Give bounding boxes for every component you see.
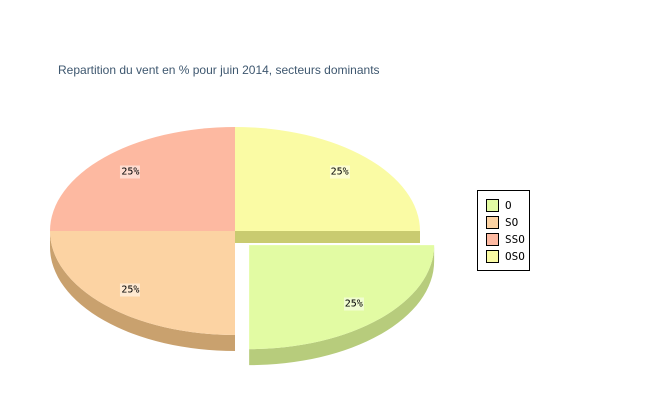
legend-swatch-O xyxy=(486,199,499,212)
pie-slice-SSO[interactable] xyxy=(50,127,235,231)
legend-item-O: O xyxy=(486,199,529,212)
legend-label-O: O xyxy=(505,199,512,212)
legend-box: O SO SSO OSO xyxy=(477,190,530,271)
legend-item-SSO: SSO xyxy=(486,233,529,246)
pie-slice-side-SO xyxy=(50,231,235,351)
pie-slice-SO[interactable] xyxy=(50,231,235,335)
legend-swatch-SSO xyxy=(486,233,499,246)
legend-label-SO: SO xyxy=(505,216,519,229)
legend-label-OSO: OSO xyxy=(505,250,525,263)
legend-item-SO: SO xyxy=(486,216,529,229)
chart-title: Repartition du vent en % pour juin 2014,… xyxy=(58,63,380,77)
pie-slice-side-O xyxy=(249,245,435,366)
pie-slice-O[interactable] xyxy=(249,245,435,350)
pie-slice-OSO[interactable] xyxy=(235,127,420,231)
pie-slice-cutface-OSO xyxy=(235,231,420,243)
legend-label-SSO: SSO xyxy=(505,233,525,246)
legend-swatch-OSO xyxy=(486,250,499,263)
legend-swatch-SO xyxy=(486,216,499,229)
legend-item-OSO: OSO xyxy=(486,250,529,263)
